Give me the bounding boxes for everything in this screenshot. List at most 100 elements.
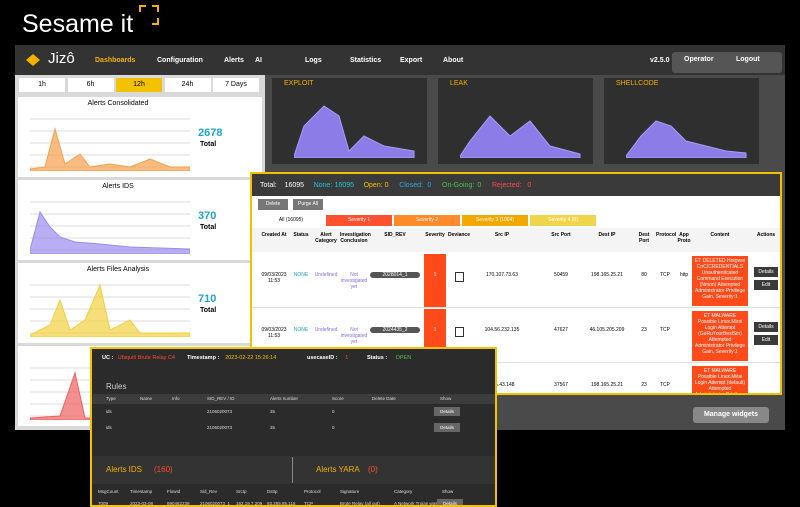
row-action[interactable]: Edit [754, 280, 778, 290]
chart-title: EXPLOIT [284, 80, 314, 87]
divider [292, 457, 293, 483]
chart-title: LEAK [450, 80, 468, 87]
time-button[interactable]: 1h [19, 78, 65, 92]
cell-conclusion: Not investigated yet [340, 327, 368, 345]
column-header: Content [710, 232, 730, 238]
cell-sid: 2024435_2 [370, 327, 420, 333]
cell-status: NONE [293, 272, 309, 278]
cell-content: ET DELETED Hotgwei CnC/CREDENTIALS Unaut… [692, 256, 748, 306]
rules-cell: 0 [332, 425, 335, 430]
user-button[interactable]: Operator [672, 52, 730, 73]
cell-protocol: TCP [660, 327, 670, 333]
row-action[interactable]: Details [754, 322, 778, 332]
widget-total: Total [200, 141, 217, 148]
rules-col: Score [332, 396, 344, 401]
severity-tab[interactable]: Severity 1 [326, 215, 392, 226]
column-header: Status [293, 232, 309, 238]
ids-cell: Brute Relay (all out) [340, 501, 380, 506]
row-action[interactable]: Edit [754, 335, 778, 345]
ids-cell: TCP [304, 501, 313, 506]
action-button[interactable]: Delete [258, 199, 288, 210]
time-button[interactable]: 24h [164, 78, 211, 92]
rules-col: Alerts number [270, 396, 299, 401]
cell-dest-port: 23 [641, 382, 647, 388]
widget-total: Total [200, 307, 217, 314]
cell-src-port: 50459 [554, 272, 568, 278]
nav-item[interactable]: Statistics [350, 57, 382, 64]
column-header: Deviance [448, 232, 470, 238]
rules-title: Rules [106, 382, 127, 391]
section-bar [92, 456, 495, 484]
field-label: Timestamp : [187, 355, 220, 361]
popup: UC : Ubiquiti Brute Relay C4 Timestamp : 20… [90, 347, 497, 507]
rules-col: Type [106, 396, 116, 401]
chart-area [626, 120, 747, 158]
rules-col: Delete Date [372, 396, 396, 401]
ids-col: DstIp [267, 489, 278, 494]
severity-tab[interactable]: Severity 3 (1004) [462, 215, 528, 226]
show-button[interactable]: Details [434, 423, 460, 432]
chart-area [460, 115, 581, 158]
cell-app-proto: http [679, 272, 689, 278]
summary-label: Rejected: [492, 182, 522, 189]
severity-tab[interactable]: Severity 4 (0) [530, 215, 596, 226]
time-button[interactable]: 7 Days [213, 78, 259, 92]
field-value: OPEN [395, 355, 412, 361]
action-button[interactable]: Purge All [293, 199, 323, 210]
show-button[interactable]: Details [437, 499, 463, 505]
summary-label: Closed: [399, 182, 423, 189]
ids-cell: 162.19.7.209 [236, 501, 263, 506]
ids-col: Protocol [304, 489, 321, 494]
cell-src-ip: 185.43.148 [489, 382, 515, 388]
widget-total: Total [200, 224, 217, 231]
cell-dest-ip: 198.165.25.21 [591, 382, 623, 388]
logo: Jizô [48, 50, 75, 67]
ids-count: (160) [154, 465, 173, 474]
brand: Sesame it [22, 10, 134, 38]
nav-item[interactable]: Logs [305, 57, 322, 64]
nav-item[interactable]: Export [400, 57, 423, 64]
cell-dest-ip: 46.105.205.209 [589, 327, 625, 333]
ids-col: MsgCount [98, 489, 119, 494]
widget-count: 2678 [198, 127, 223, 139]
summary-value: 0 [384, 182, 389, 189]
column-header: Created At [261, 232, 287, 238]
severity-cell [424, 254, 446, 307]
nav-item[interactable]: Alerts [224, 57, 244, 64]
deviance-icon [455, 272, 464, 282]
rules-cell: 2106020073 [207, 409, 233, 414]
column-header: SID_REV [384, 232, 406, 238]
severity-tab[interactable]: Severity 2 [394, 215, 460, 226]
version: v2.5.0 [650, 57, 670, 64]
cell-src-ip: 104.56.232.135 [484, 327, 520, 333]
cell-dest-port: 80 [641, 272, 647, 278]
cell-severity: 1 [433, 327, 437, 333]
column-header: Src IP [494, 232, 510, 238]
column-header: Dest Port [638, 232, 650, 244]
time-button[interactable]: 6h [67, 78, 114, 92]
manage-widgets[interactable]: Manage widgets [693, 407, 769, 423]
cell-src-port: 47627 [554, 327, 568, 333]
cell-dest-ip: 198.165.25.21 [591, 272, 623, 278]
ids-col: Timestamp [130, 489, 153, 494]
nav-item[interactable]: AI [255, 57, 262, 64]
ids-col: Show [442, 489, 454, 494]
show-button[interactable]: Details [434, 407, 460, 416]
field-label: usecaseID : [307, 355, 338, 361]
widget-title: Alerts IDS [102, 183, 134, 190]
nav-item[interactable]: Configuration [157, 57, 203, 64]
logout-button[interactable]: Logout [722, 52, 782, 73]
rules-col: Show [440, 396, 452, 401]
nav-item[interactable]: Dashboards [95, 57, 136, 64]
nav-item[interactable]: About [443, 57, 464, 64]
severity-tab[interactable]: All (16095) [258, 215, 324, 226]
brand-mark [139, 5, 159, 25]
time-button[interactable]: 12h [116, 78, 162, 92]
ids-col: FlowId [167, 489, 181, 494]
column-header: Dest IP [598, 232, 616, 238]
field-label: Status : [367, 355, 388, 361]
row-action[interactable]: Details [754, 267, 778, 277]
rules-col: Name [140, 396, 153, 401]
ids-cell: 890462239 [167, 501, 190, 506]
